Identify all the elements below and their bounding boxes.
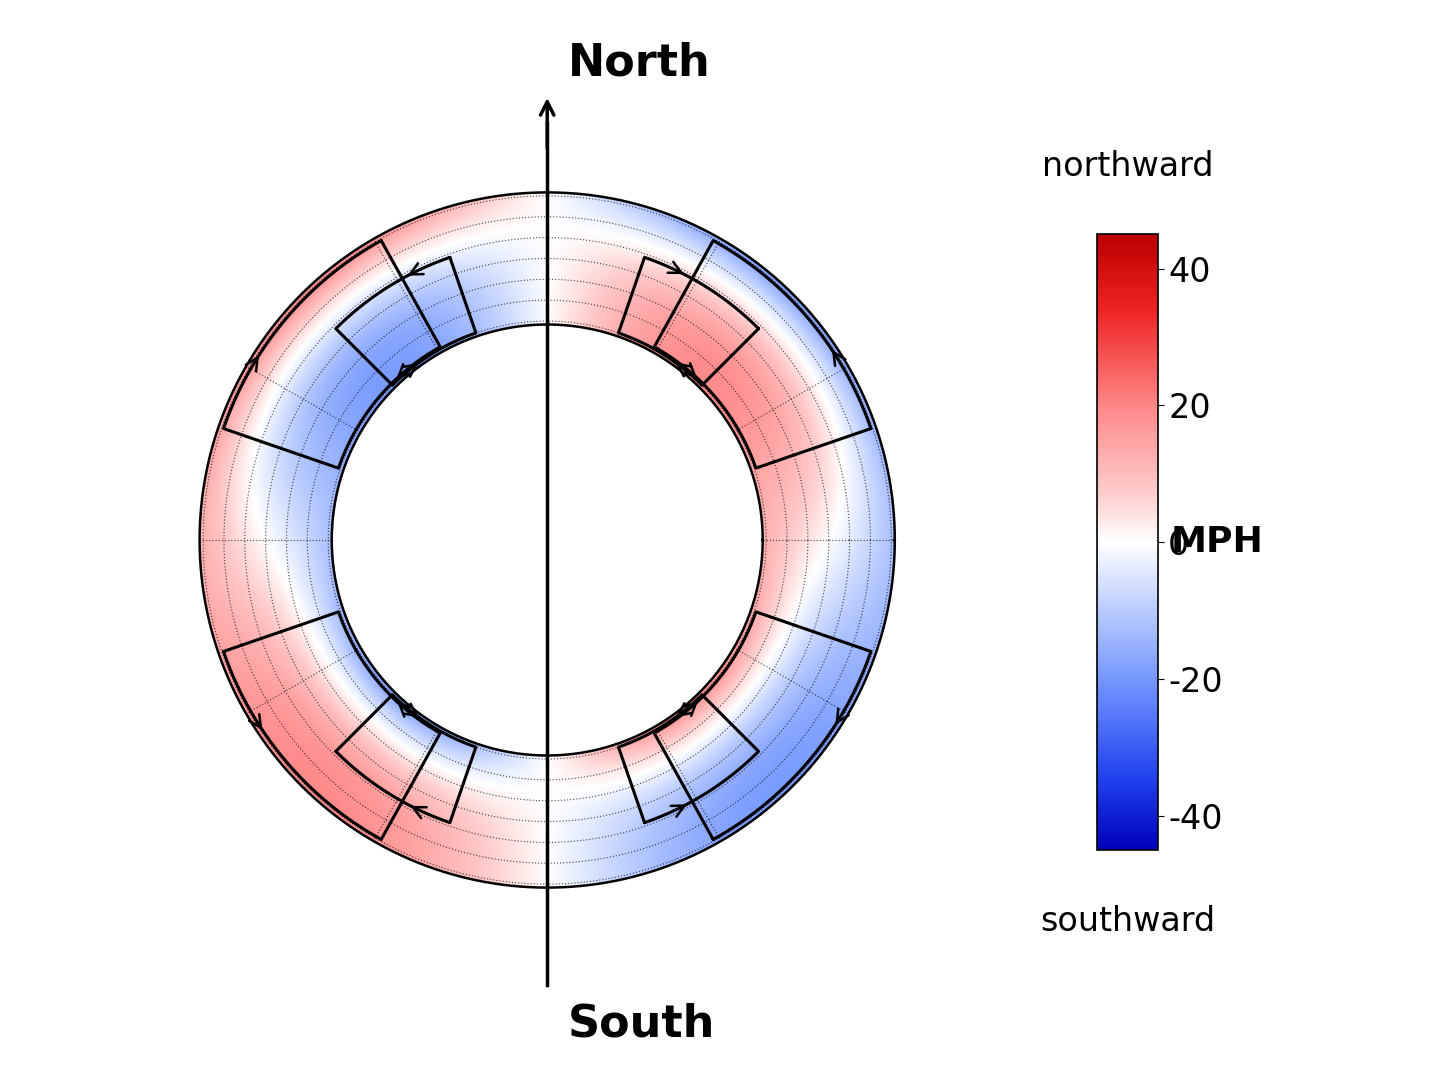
Text: MPH: MPH — [1171, 525, 1264, 559]
Text: southward: southward — [1040, 905, 1215, 939]
Text: North: North — [567, 42, 711, 84]
Text: northward: northward — [1041, 149, 1214, 183]
Text: South: South — [567, 1002, 716, 1045]
